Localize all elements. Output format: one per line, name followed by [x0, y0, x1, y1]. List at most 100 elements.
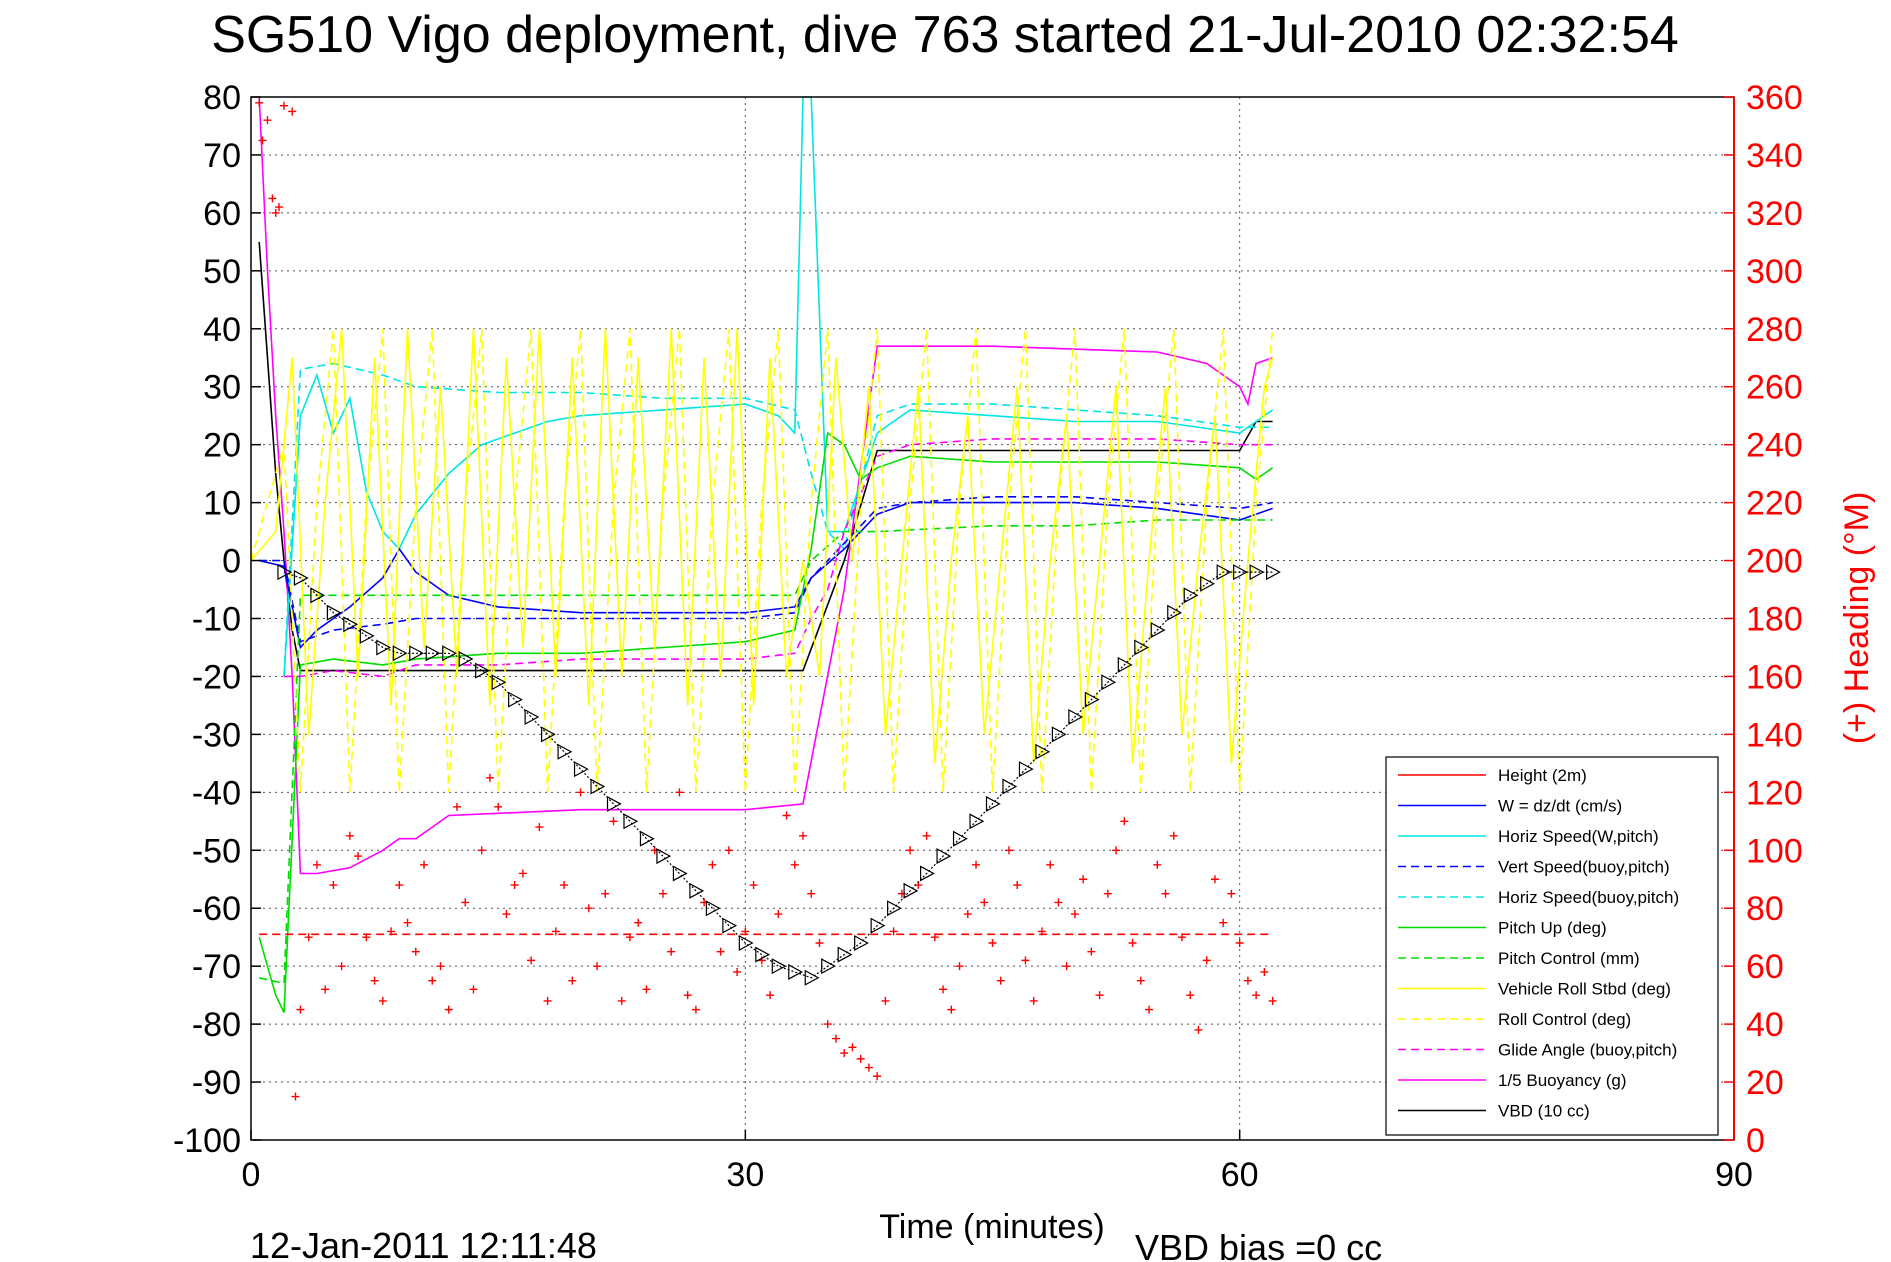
depth-markers	[277, 564, 1281, 986]
footer-note: VBD bias =0 cc	[1135, 1227, 1382, 1262]
depth-marker	[1084, 691, 1100, 708]
depth-marker	[722, 917, 738, 934]
heading-point	[963, 910, 972, 919]
heading-point	[362, 933, 371, 942]
heading-point	[667, 947, 676, 956]
heading-point	[774, 910, 783, 919]
series-line-9	[250, 328, 1274, 764]
depth-marker	[804, 969, 820, 986]
depth-marker	[1117, 656, 1133, 673]
depth-marker	[1134, 639, 1150, 656]
heading-point	[1243, 976, 1252, 985]
series-line-2	[283, 96, 1274, 677]
heading-point	[930, 933, 939, 942]
heading-point	[370, 976, 379, 985]
heading-point	[625, 933, 634, 942]
legend-item-label: Horiz Speed(buoy,pitch)	[1498, 888, 1679, 907]
heading-point	[1202, 956, 1211, 965]
heading-point	[1169, 831, 1178, 840]
depth-marker	[1183, 587, 1199, 604]
heading-point	[576, 788, 585, 797]
heading-point	[1062, 962, 1071, 971]
heading-point	[906, 846, 915, 855]
y-tick-label: -80	[192, 1006, 241, 1044]
heading-point	[988, 938, 997, 947]
heading-point	[716, 947, 725, 956]
heading-point	[708, 860, 717, 869]
heading-point	[584, 904, 593, 913]
heading-point	[510, 881, 519, 890]
depth-marker	[837, 946, 853, 963]
heading-point	[1054, 898, 1063, 907]
heading-point	[922, 831, 931, 840]
y-right-tick-label: 340	[1746, 137, 1803, 175]
heading-point	[255, 98, 264, 107]
heading-point	[1070, 910, 1079, 919]
depth-marker	[854, 934, 869, 951]
y-right-tick-label: 180	[1746, 601, 1803, 639]
y-right-tick-label: 240	[1746, 427, 1803, 465]
y-tick-label: 0	[222, 543, 241, 581]
legend-item-label: Pitch Up (deg)	[1498, 919, 1607, 938]
depth-marker	[887, 900, 902, 917]
heading-point	[741, 927, 750, 936]
heading-point	[1227, 889, 1236, 898]
heading-point	[1161, 889, 1170, 898]
heading-point	[411, 947, 420, 956]
depth-marker	[639, 830, 655, 847]
heading-point	[724, 846, 733, 855]
heading-point	[749, 881, 758, 890]
depth-marker	[672, 865, 688, 882]
depth-marker	[1002, 778, 1018, 795]
legend-item-label: Vehicle Roll Stbd (deg)	[1498, 980, 1671, 999]
heading-point	[1219, 918, 1228, 927]
y-right-tick-label: 300	[1746, 253, 1803, 291]
depth-marker	[788, 963, 804, 980]
grid	[251, 97, 1734, 1140]
y-right-tick-label: 40	[1746, 1006, 1784, 1044]
depth-marker	[919, 865, 935, 882]
heading-point	[815, 938, 824, 947]
axis-ticks: 0 30 60 9080706050403020100-10-20-30-40-50-…	[173, 79, 1803, 1194]
depth-marker	[590, 778, 606, 795]
depth-marker	[656, 848, 672, 865]
series-line-0	[258, 241, 1273, 672]
y-right-tick-label: 80	[1746, 890, 1784, 928]
depth-marker	[541, 726, 556, 743]
heading-point	[258, 136, 267, 145]
heading-point	[461, 898, 470, 907]
heading-point	[1260, 967, 1269, 976]
depth-marker	[1249, 564, 1265, 581]
heading-point	[436, 962, 445, 971]
x-tick-label: 0	[242, 1156, 261, 1194]
heading-point	[288, 107, 297, 116]
y-right-tick-label: 200	[1746, 543, 1803, 581]
depth-marker	[458, 651, 474, 668]
heading-point	[617, 996, 626, 1005]
heading-point	[996, 976, 1005, 985]
heading-point	[469, 985, 478, 994]
heading-point	[268, 194, 277, 203]
heading-point	[1210, 875, 1219, 884]
heading-point	[1103, 889, 1112, 898]
series-line-1	[258, 96, 1273, 875]
heading-point	[1128, 938, 1137, 947]
y-tick-label: -50	[192, 832, 241, 870]
depth-marker	[557, 743, 573, 760]
heading-point	[312, 860, 321, 869]
x-axis-label: Time (minutes)	[879, 1208, 1104, 1246]
y-right-tick-label: 220	[1746, 485, 1803, 523]
heading-point	[378, 996, 387, 1005]
heading-point	[955, 962, 964, 971]
heading-point	[271, 208, 280, 217]
heading-point	[304, 933, 313, 942]
heading-point	[1004, 846, 1013, 855]
depth-marker	[409, 645, 425, 662]
depth-marker	[1068, 709, 1084, 726]
y-right-tick-label: 20	[1746, 1064, 1784, 1102]
legend-item-label: VBD (10 cc)	[1498, 1102, 1590, 1121]
depth-marker	[1233, 564, 1248, 581]
x-tick-label: 60	[1221, 1156, 1259, 1194]
depth-marker	[524, 709, 540, 726]
x-tick-label: 30	[726, 1156, 764, 1194]
